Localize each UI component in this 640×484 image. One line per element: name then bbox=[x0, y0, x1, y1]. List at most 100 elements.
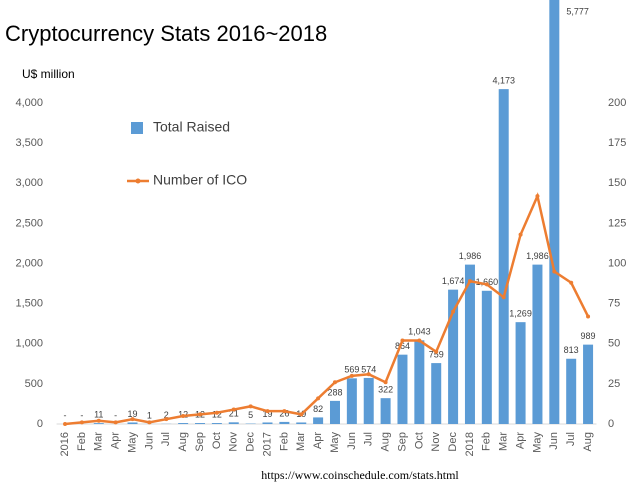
bar bbox=[346, 378, 357, 424]
x-tick-label: Apr bbox=[110, 432, 122, 449]
legend-swatch bbox=[135, 178, 141, 184]
y2-tick-label: 25 bbox=[608, 378, 620, 390]
bar bbox=[498, 89, 509, 424]
data-label: 569 bbox=[344, 365, 359, 375]
x-tick-label: Mar bbox=[93, 432, 105, 451]
data-label: 2 bbox=[164, 410, 169, 420]
bar bbox=[566, 358, 577, 424]
data-label: 813 bbox=[564, 345, 579, 355]
line-marker bbox=[332, 380, 337, 385]
bar bbox=[178, 423, 189, 424]
x-tick-label: Dec bbox=[245, 432, 257, 452]
data-label: 5,777 bbox=[566, 6, 589, 16]
bar bbox=[583, 344, 594, 424]
line-marker bbox=[501, 295, 506, 300]
data-label: 864 bbox=[395, 341, 410, 351]
x-tick-label: Feb bbox=[76, 432, 88, 451]
line-marker bbox=[586, 314, 591, 319]
bar bbox=[448, 289, 459, 424]
x-tick-label: Mar bbox=[498, 432, 510, 451]
line-marker bbox=[130, 417, 135, 422]
x-tick-label: May bbox=[126, 432, 138, 453]
x-tick-label: Feb bbox=[278, 432, 290, 451]
data-label: 5 bbox=[248, 410, 253, 420]
bar bbox=[296, 422, 307, 424]
y2-tick-label: 150 bbox=[608, 177, 626, 189]
data-label: 19 bbox=[262, 409, 272, 419]
data-label: 1,660 bbox=[476, 277, 499, 287]
x-tick-label: Sep bbox=[194, 432, 206, 452]
line-marker bbox=[484, 282, 489, 287]
line-marker bbox=[181, 413, 186, 418]
data-label: 322 bbox=[378, 385, 393, 395]
data-label: 989 bbox=[581, 331, 596, 341]
x-tick-label: Apr bbox=[312, 432, 324, 449]
data-label: 1 bbox=[147, 410, 152, 420]
legend-label: Total Raised bbox=[153, 119, 230, 135]
bar bbox=[262, 422, 273, 424]
line-marker bbox=[113, 420, 118, 425]
y-tick-label: 3,000 bbox=[15, 177, 43, 189]
line-marker bbox=[164, 417, 169, 422]
line-marker bbox=[316, 396, 321, 401]
data-label: 1,986 bbox=[459, 251, 482, 261]
data-label: 1,043 bbox=[408, 327, 431, 337]
bar bbox=[532, 264, 543, 424]
y2-tick-label: 175 bbox=[608, 137, 626, 149]
x-tick-label: May bbox=[531, 432, 543, 453]
x-tick-label: Aug bbox=[582, 432, 594, 452]
x-tick-label: Apr bbox=[514, 432, 526, 449]
chart-title: Cryptocurrency Stats 2016~2018 bbox=[5, 21, 327, 46]
line-marker bbox=[147, 420, 152, 425]
data-label: 1,986 bbox=[526, 251, 549, 261]
data-label: 21 bbox=[229, 409, 239, 419]
bar bbox=[414, 340, 425, 424]
line-marker bbox=[79, 420, 84, 425]
bar bbox=[363, 377, 374, 424]
y2-tick-label: 200 bbox=[608, 97, 626, 109]
data-label: - bbox=[64, 410, 67, 420]
data-label: 288 bbox=[327, 387, 342, 397]
line-marker bbox=[518, 232, 523, 237]
x-tick-label: Jun bbox=[143, 432, 155, 450]
line-marker bbox=[63, 422, 68, 426]
x-tick-label: Nov bbox=[228, 432, 240, 452]
x-tick-label: Mar bbox=[295, 432, 307, 451]
bar bbox=[397, 354, 408, 424]
data-label: - bbox=[80, 410, 83, 420]
data-label: - bbox=[114, 410, 117, 420]
x-tick-label: 2017 bbox=[261, 432, 273, 456]
x-tick-label: Dec bbox=[447, 432, 459, 452]
x-tick-label: Feb bbox=[481, 432, 493, 451]
y-axis-label: U$ million bbox=[22, 67, 75, 81]
line-marker bbox=[282, 409, 287, 414]
line-marker bbox=[383, 380, 388, 385]
line-marker bbox=[214, 410, 219, 415]
data-label: 11 bbox=[94, 409, 103, 419]
y-tick-label: 1,000 bbox=[15, 338, 43, 350]
data-label: 1,269 bbox=[509, 309, 532, 319]
data-label: 1,674 bbox=[442, 276, 465, 286]
bar bbox=[127, 422, 138, 424]
y2-tick-label: 50 bbox=[608, 338, 620, 350]
bar bbox=[464, 264, 475, 424]
x-tick-label: May bbox=[329, 432, 341, 453]
line-marker bbox=[569, 280, 574, 285]
bar bbox=[380, 398, 391, 424]
x-tick-label: Jul bbox=[160, 432, 172, 446]
data-label: 4,173 bbox=[492, 75, 515, 85]
data-label: 19 bbox=[128, 409, 138, 419]
y2-tick-label: 100 bbox=[608, 257, 626, 269]
x-tick-label: 2016 bbox=[59, 432, 71, 456]
legend-label: Number of ICO bbox=[153, 172, 247, 188]
line-marker bbox=[467, 279, 472, 284]
data-label: 82 bbox=[313, 404, 323, 414]
bar bbox=[549, 0, 560, 424]
line-marker bbox=[248, 404, 253, 409]
x-tick-label: Oct bbox=[211, 432, 223, 449]
bar bbox=[313, 417, 324, 424]
source: https://www.coinschedule.com/stats.html bbox=[261, 468, 459, 482]
line-marker bbox=[198, 412, 203, 417]
x-tick-label: Nov bbox=[430, 432, 442, 452]
